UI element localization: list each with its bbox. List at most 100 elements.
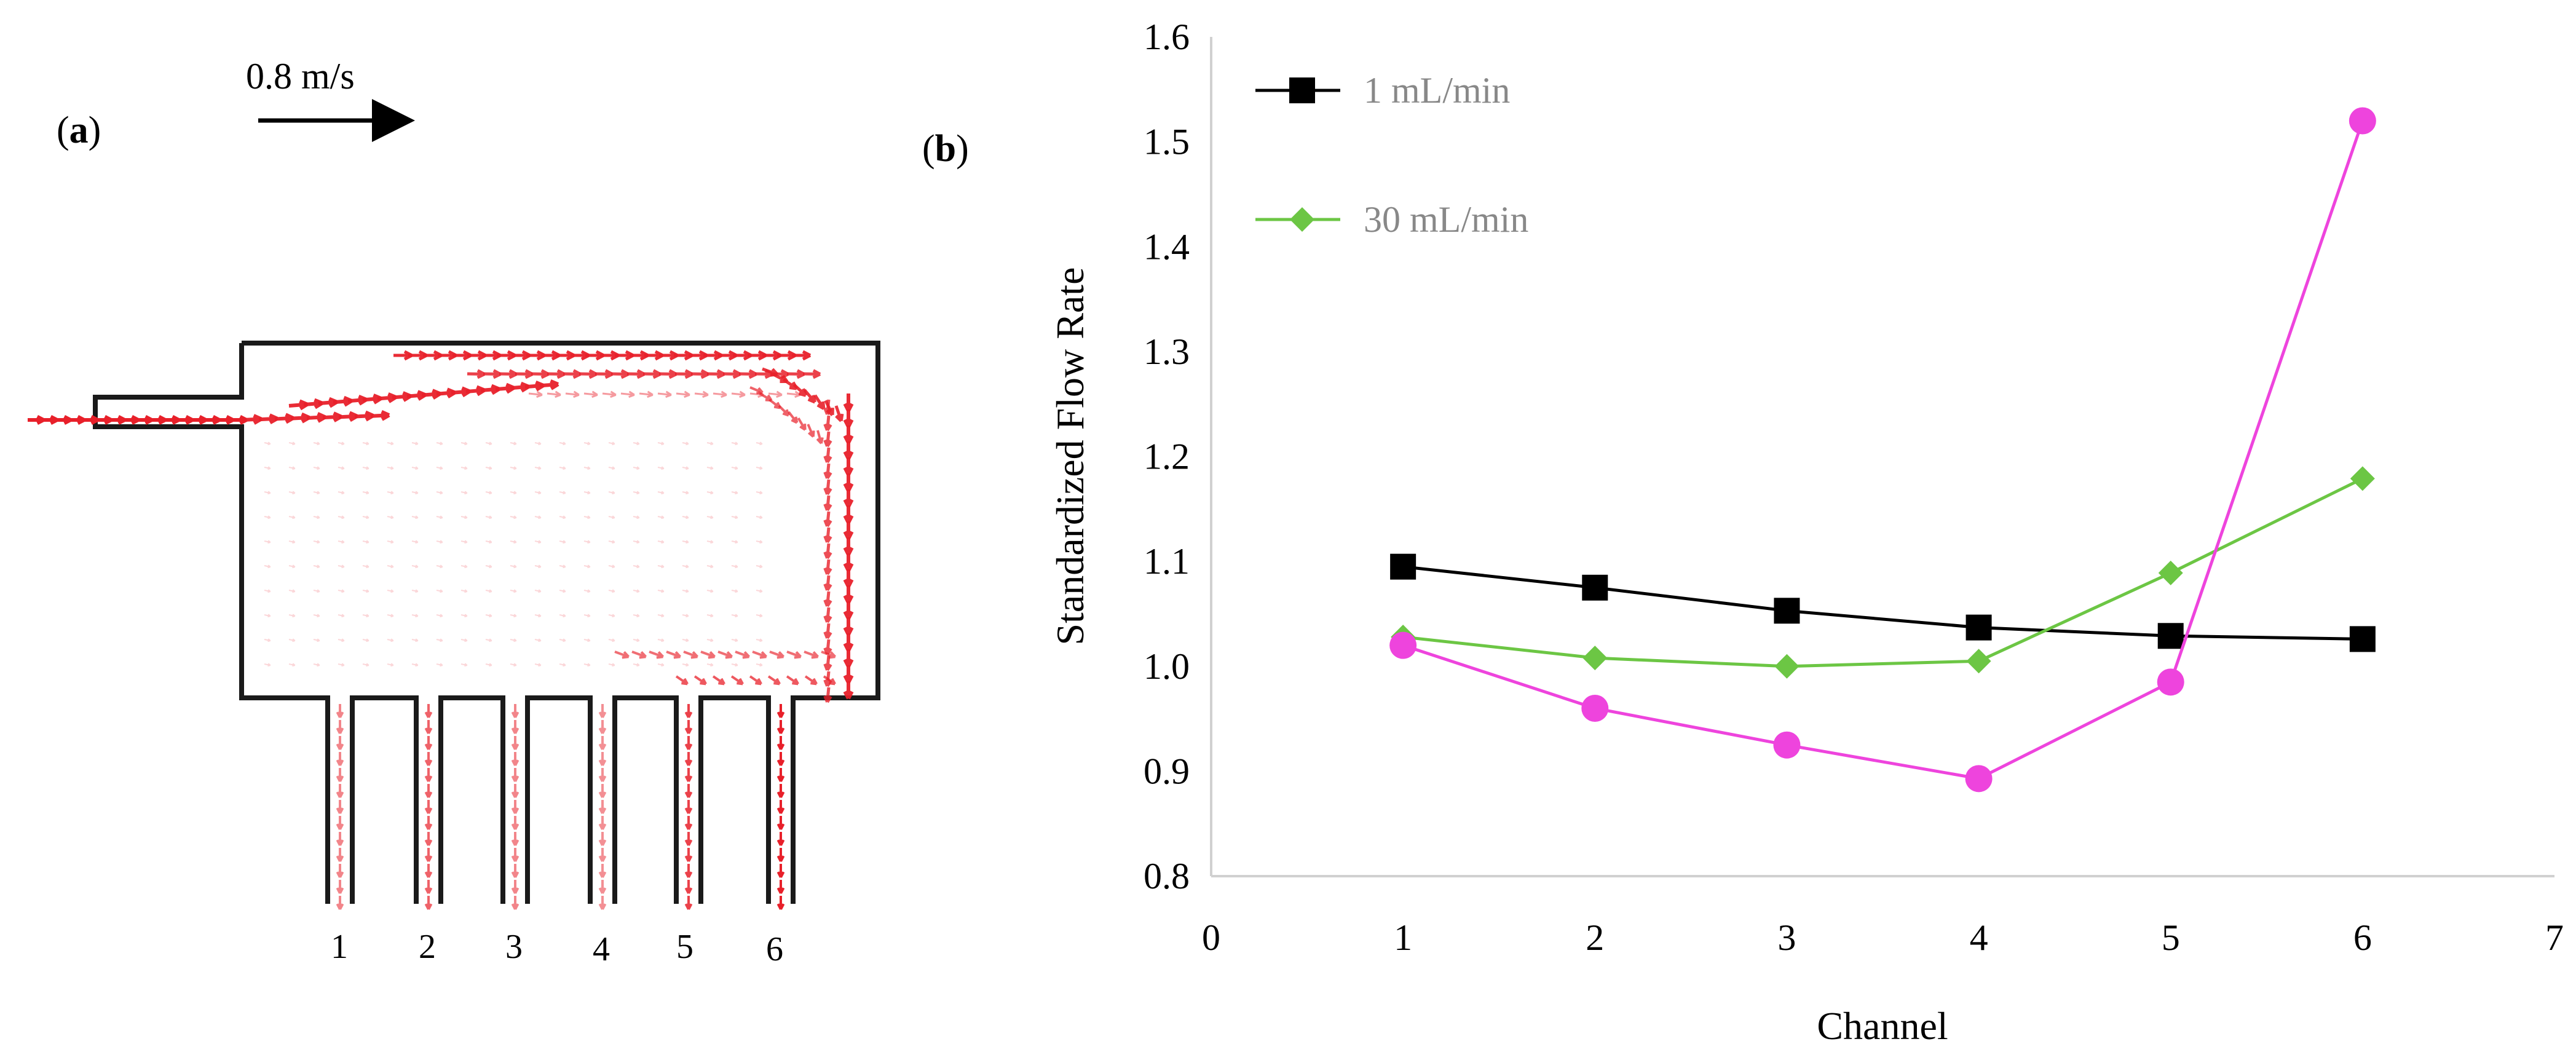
velocity-vector (485, 540, 492, 544)
velocity-vector (424, 704, 433, 718)
velocity-vector (595, 369, 614, 379)
velocity-vector (843, 601, 854, 620)
velocity-vector (803, 389, 816, 404)
velocity-vector (786, 651, 802, 659)
velocity-vector (776, 704, 785, 718)
velocity-vector (786, 390, 801, 398)
velocity-scale-label: 0.8 m/s (246, 56, 355, 97)
data-point (1582, 646, 1608, 671)
velocity-vector (731, 491, 738, 495)
velocity-vector (731, 390, 746, 398)
velocity-vector (336, 816, 344, 830)
velocity-vector (534, 491, 542, 495)
manifold-outline (93, 341, 880, 904)
velocity-vector (823, 655, 832, 671)
velocity-vector (633, 540, 640, 544)
channel-label-4: 4 (593, 930, 610, 968)
velocity-vector (313, 564, 320, 569)
velocity-vector (797, 417, 807, 431)
velocity-vector (749, 386, 764, 395)
velocity-vector (620, 390, 635, 398)
velocity-vector (579, 369, 598, 379)
velocity-vector (362, 663, 369, 667)
velocity-vector (690, 369, 709, 379)
data-point (1389, 631, 1417, 659)
velocity-vector (511, 896, 520, 910)
velocity-vector (336, 848, 344, 862)
velocity-vector (756, 515, 763, 520)
channel-label-3: 3 (505, 928, 523, 966)
velocity-vector (288, 564, 296, 569)
velocity-vector (598, 752, 607, 766)
velocity-vector (675, 675, 689, 686)
series-line (1402, 477, 2363, 668)
velocity-vector (583, 491, 591, 495)
velocity-vector (778, 405, 790, 417)
velocity-vector (706, 638, 714, 643)
velocity-vector (306, 412, 326, 423)
velocity-vector (731, 564, 738, 569)
velocity-vector (666, 651, 682, 659)
velocity-vector (823, 463, 832, 480)
velocity-vector (598, 896, 607, 910)
velocity-vector (583, 390, 598, 398)
y-tick-label: 1.0 (1144, 646, 1190, 687)
velocity-vector (598, 704, 607, 718)
panel-a-label: (a) (57, 109, 101, 151)
velocity-vector (802, 369, 821, 379)
velocity-vector (730, 675, 744, 686)
velocity-vector (460, 515, 468, 520)
velocity-vector (411, 663, 419, 667)
velocity-vector (598, 864, 607, 878)
line-chart: 0.8 0.9 1.0 1.1 1.2 1.3 1.4 1.5 1.6 0 1 2 3 4 5 6 7 Sta… (1048, 17, 2564, 1048)
velocity-vector (485, 491, 492, 495)
velocity-vector (823, 575, 832, 591)
y-tick-label: 0.9 (1144, 751, 1190, 791)
legend-marker (1289, 77, 1315, 103)
panel-a: (a) 0.8 m/s 1 2 3 4 5 6 (28, 56, 880, 968)
velocity-vector (288, 441, 296, 446)
velocity-vector (598, 832, 607, 846)
velocity-vector (534, 589, 542, 593)
velocity-vector (776, 880, 785, 894)
data-point (1773, 731, 1801, 759)
velocity-vector (511, 720, 520, 734)
velocity-vector (290, 412, 310, 424)
velocity-vector (411, 466, 419, 470)
velocity-vector (510, 614, 517, 618)
velocity-vector (598, 768, 607, 782)
velocity-vector (387, 614, 394, 618)
velocity-vector (684, 896, 693, 910)
velocity-vector (843, 441, 854, 460)
velocity-vector (823, 447, 832, 464)
velocity-vector (436, 540, 443, 544)
y-axis-title: Standardized Flow Rate (1048, 267, 1092, 646)
velocity-vector (776, 864, 785, 878)
velocity-vector (460, 491, 468, 495)
velocity-vector (843, 649, 854, 668)
velocity-vector (598, 816, 607, 830)
velocity-vector (336, 704, 344, 718)
velocity-vector (731, 663, 738, 667)
x-tick-labels: 0 1 2 3 4 5 6 7 (1202, 917, 2564, 958)
velocity-vector (608, 540, 615, 544)
velocity-vector (823, 495, 832, 512)
velocity-vector (684, 752, 693, 766)
velocity-vector (511, 864, 520, 878)
velocity-vector (639, 390, 654, 398)
velocity-vector (264, 638, 271, 643)
data-point (2157, 623, 2184, 649)
velocity-vector (559, 564, 566, 569)
velocity-vector (336, 896, 344, 910)
x-tick-label: 1 (1394, 917, 1412, 958)
velocity-vector (631, 651, 647, 659)
velocity-vector (511, 816, 520, 830)
velocity-vector (608, 564, 615, 569)
velocity-vector (843, 569, 854, 588)
velocity-vector (722, 369, 741, 379)
velocity-vector (684, 784, 693, 798)
velocity-vector (460, 441, 468, 446)
data-series (1389, 107, 2376, 793)
velocity-vector (682, 515, 689, 520)
velocity-vector (424, 752, 433, 766)
